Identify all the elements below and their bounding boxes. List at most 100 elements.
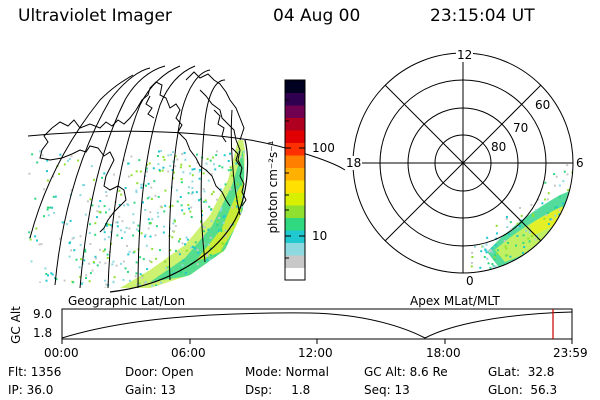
noise-speckle bbox=[562, 233, 565, 236]
noise-speckle bbox=[85, 274, 88, 277]
noise-speckle bbox=[203, 230, 206, 233]
noise-speckle bbox=[239, 211, 242, 214]
noise-speckle bbox=[228, 289, 230, 291]
noise-speckle bbox=[584, 267, 586, 269]
noise-speckle bbox=[237, 206, 240, 209]
noise-speckle bbox=[104, 262, 107, 265]
info-gain: Gain: 13 bbox=[125, 383, 176, 397]
noise-speckle bbox=[193, 168, 196, 171]
noise-speckle bbox=[96, 216, 98, 219]
noise-speckle bbox=[174, 165, 177, 168]
noise-speckle bbox=[190, 286, 192, 288]
noise-speckle bbox=[106, 256, 109, 259]
noise-speckle bbox=[73, 287, 76, 288]
noise-speckle bbox=[108, 208, 111, 211]
noise-speckle bbox=[50, 272, 53, 275]
noise-speckle bbox=[35, 227, 38, 230]
timeline-ytick-1-8: 1.8 bbox=[33, 326, 53, 340]
noise-speckle bbox=[144, 209, 147, 211]
noise-speckle bbox=[236, 196, 239, 199]
colorbar-band bbox=[285, 80, 305, 93]
noise-speckle bbox=[47, 274, 49, 277]
info-glat: GLat: 32.8 bbox=[488, 365, 555, 379]
noise-speckle bbox=[170, 290, 172, 292]
noise-speckle bbox=[206, 253, 208, 256]
noise-speckle bbox=[135, 228, 138, 231]
noise-speckle bbox=[554, 206, 556, 209]
noise-speckle bbox=[230, 255, 233, 258]
noise-speckle bbox=[66, 159, 69, 162]
noise-speckle bbox=[113, 276, 116, 279]
noise-speckle bbox=[525, 229, 528, 232]
noise-speckle bbox=[70, 249, 73, 252]
noise-speckle bbox=[28, 172, 31, 175]
noise-speckle bbox=[164, 260, 167, 263]
info-mode: Mode: Normal bbox=[245, 365, 329, 379]
altitude-curve bbox=[61, 311, 573, 339]
noise-speckle bbox=[127, 270, 129, 273]
noise-speckle bbox=[88, 280, 91, 283]
noise-speckle bbox=[523, 262, 526, 265]
noise-speckle bbox=[172, 177, 175, 180]
noise-speckle bbox=[124, 267, 127, 270]
noise-speckle bbox=[484, 248, 487, 251]
noise-speckle bbox=[555, 175, 558, 178]
noise-speckle bbox=[583, 261, 585, 263]
noise-speckle bbox=[559, 223, 562, 226]
noise-speckle bbox=[196, 153, 198, 156]
noise-speckle bbox=[513, 272, 516, 273]
noise-speckle bbox=[543, 217, 546, 220]
mlat-label-70: 70 bbox=[512, 121, 530, 135]
noise-speckle bbox=[70, 155, 73, 158]
noise-speckle bbox=[155, 284, 158, 287]
noise-speckle bbox=[201, 214, 203, 217]
noise-speckle bbox=[488, 250, 491, 253]
noise-speckle bbox=[536, 276, 538, 278]
noise-speckle bbox=[189, 280, 192, 283]
noise-speckle bbox=[208, 205, 211, 208]
noise-speckle bbox=[568, 233, 571, 236]
noise-speckle bbox=[120, 262, 123, 265]
noise-speckle bbox=[46, 179, 49, 182]
noise-speckle bbox=[544, 264, 547, 267]
noise-speckle bbox=[180, 163, 183, 166]
noise-speckle bbox=[587, 217, 589, 219]
noise-speckle bbox=[574, 197, 576, 199]
noise-speckle bbox=[145, 170, 148, 173]
noise-speckle bbox=[184, 283, 187, 285]
noise-speckle bbox=[244, 256, 245, 259]
noise-speckle bbox=[187, 204, 190, 206]
noise-speckle bbox=[494, 265, 497, 268]
noise-speckle bbox=[191, 168, 194, 171]
noise-speckle bbox=[579, 190, 581, 192]
noise-speckle bbox=[199, 169, 201, 171]
mlat-label-60: 60 bbox=[534, 98, 552, 112]
noise-speckle bbox=[135, 272, 138, 275]
noise-speckle bbox=[588, 272, 590, 274]
noise-speckle bbox=[81, 281, 84, 284]
noise-speckle bbox=[34, 197, 37, 200]
noise-speckle bbox=[165, 267, 168, 270]
colorbar-band bbox=[285, 192, 305, 206]
noise-speckle bbox=[243, 150, 245, 153]
noise-speckle bbox=[562, 180, 565, 183]
noise-speckle bbox=[147, 182, 150, 185]
mlat-label-80: 80 bbox=[490, 140, 508, 154]
noise-speckle bbox=[203, 278, 206, 280]
noise-speckle bbox=[146, 197, 149, 200]
noise-speckle bbox=[551, 253, 553, 256]
noise-speckle bbox=[506, 226, 509, 229]
noise-speckle bbox=[150, 261, 153, 264]
noise-speckle bbox=[181, 264, 184, 267]
noise-speckle bbox=[492, 273, 494, 275]
noise-speckle bbox=[185, 236, 188, 239]
noise-speckle bbox=[103, 172, 106, 175]
noise-speckle bbox=[105, 194, 108, 197]
noise-speckle bbox=[584, 254, 586, 256]
noise-speckle bbox=[88, 232, 91, 234]
colorbar-band bbox=[285, 92, 305, 106]
noise-speckle bbox=[138, 159, 141, 162]
noise-speckle bbox=[39, 150, 42, 153]
noise-speckle bbox=[555, 206, 558, 209]
mlt-label-18: 18 bbox=[345, 156, 363, 170]
